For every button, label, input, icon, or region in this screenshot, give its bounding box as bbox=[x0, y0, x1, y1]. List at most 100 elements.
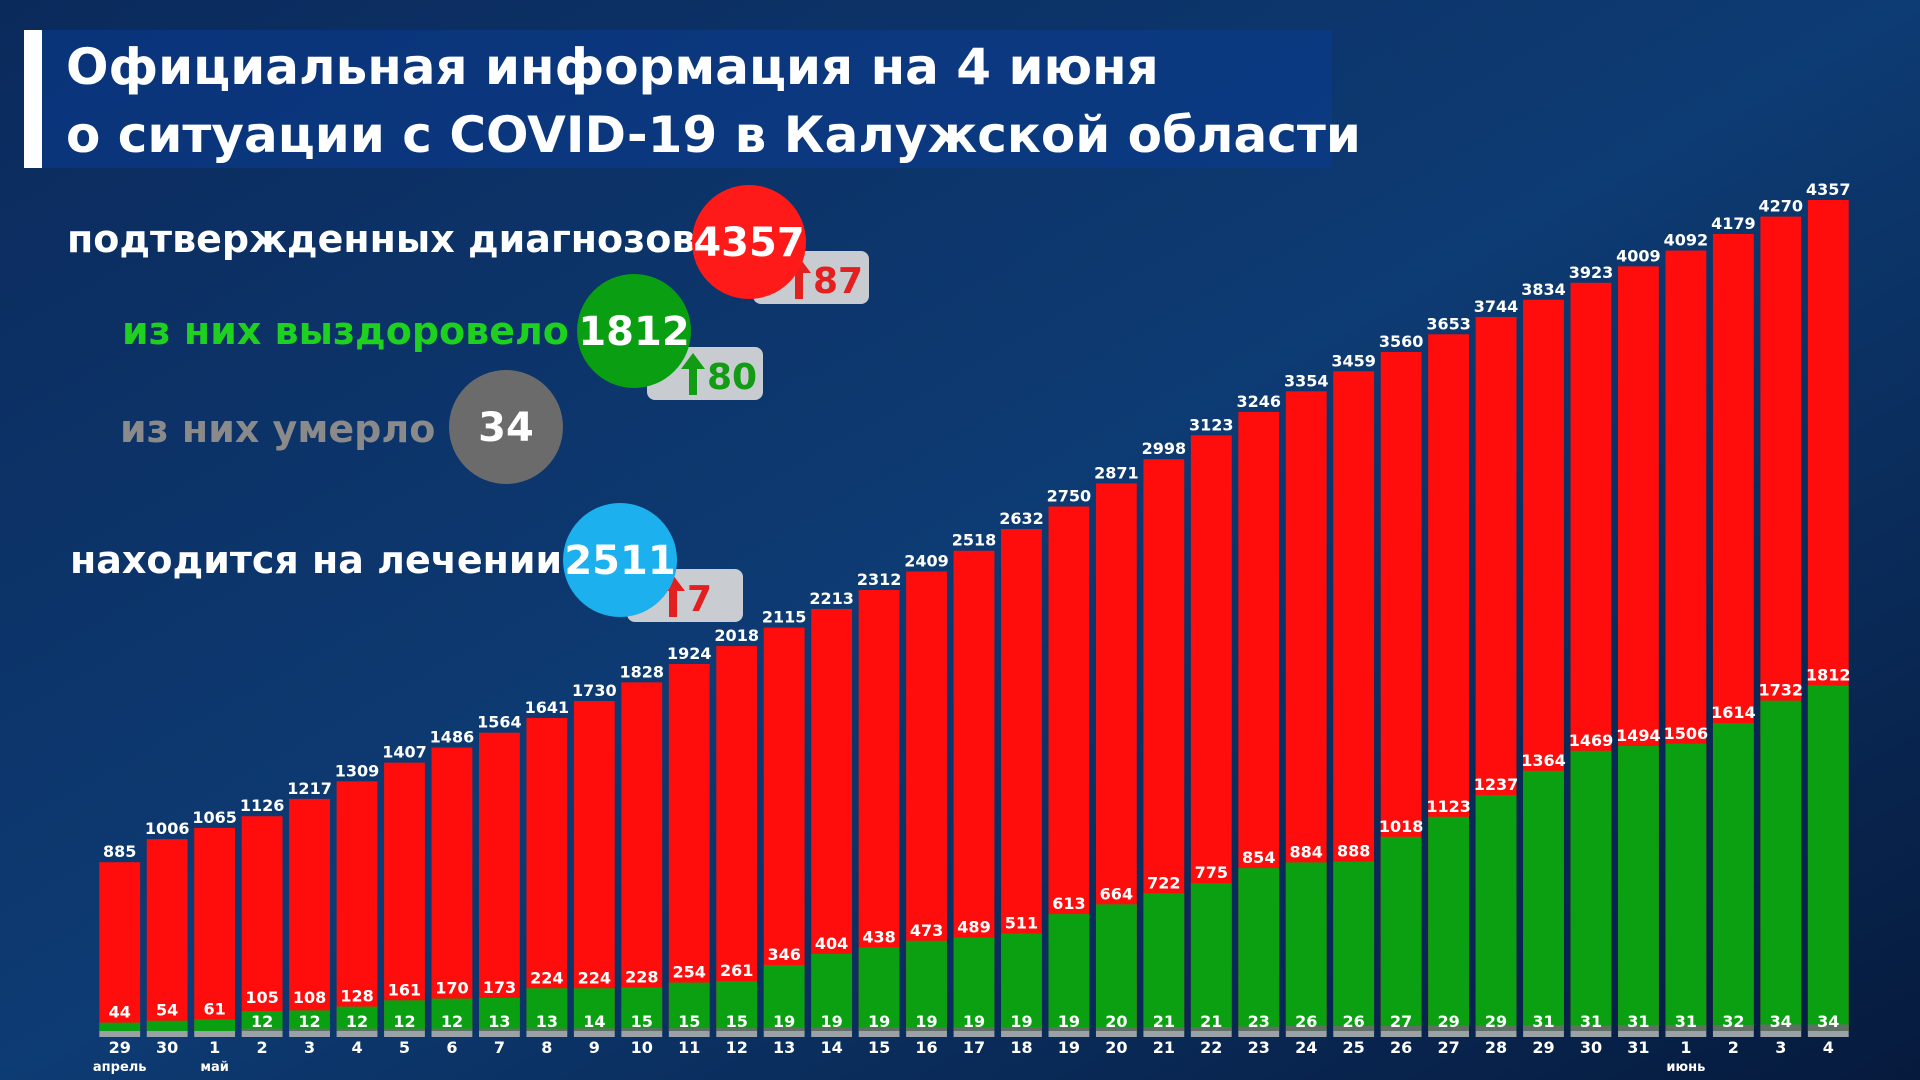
x-tick-label: 21 bbox=[1153, 1038, 1175, 1057]
axis-strip bbox=[336, 1031, 378, 1037]
value-label: 888 bbox=[1337, 842, 1370, 861]
value-label: 1407 bbox=[382, 743, 427, 762]
bar bbox=[1095, 1027, 1137, 1031]
bar bbox=[1665, 1025, 1707, 1031]
summary-label: из них умерло bbox=[120, 407, 435, 451]
bar bbox=[1190, 883, 1232, 1031]
bar bbox=[858, 1027, 900, 1031]
bar bbox=[1380, 836, 1422, 1031]
value-label: 13 bbox=[536, 1012, 558, 1031]
bar bbox=[1523, 1025, 1564, 1031]
x-tick-label: 30 bbox=[1580, 1038, 1602, 1057]
bar bbox=[573, 1028, 615, 1031]
value-circle bbox=[563, 503, 677, 617]
value-label: 1065 bbox=[192, 808, 237, 827]
value-label: 19 bbox=[868, 1012, 890, 1031]
change-value: 80 bbox=[707, 357, 757, 398]
value-label: 4270 bbox=[1759, 197, 1804, 216]
value-label: 32 bbox=[1722, 1012, 1744, 1031]
value-label: 1828 bbox=[620, 662, 665, 681]
bar bbox=[526, 718, 568, 1031]
value-label: 61 bbox=[204, 999, 226, 1018]
x-tick-label: 19 bbox=[1058, 1038, 1080, 1057]
value-label: 4009 bbox=[1616, 246, 1661, 265]
bar bbox=[146, 839, 188, 1031]
bar bbox=[1190, 1026, 1232, 1031]
value-label: 34 bbox=[1817, 1012, 1839, 1031]
value-label: 511 bbox=[1005, 914, 1038, 933]
value-label: 3923 bbox=[1569, 263, 1614, 282]
axis-strip bbox=[1475, 1031, 1517, 1037]
axis-strip bbox=[1190, 1031, 1232, 1037]
value-label: 19 bbox=[1058, 1012, 1080, 1031]
value-label: 2518 bbox=[952, 531, 997, 550]
bar bbox=[1475, 1025, 1517, 1031]
value-label: 1486 bbox=[430, 728, 475, 747]
value-label: 885 bbox=[103, 842, 136, 861]
bar bbox=[146, 1020, 188, 1031]
value-label: 224 bbox=[578, 968, 611, 987]
axis-strip bbox=[1238, 1031, 1280, 1037]
bar bbox=[1333, 861, 1375, 1031]
value-label: 1123 bbox=[1426, 797, 1471, 816]
axis-strip bbox=[1428, 1031, 1470, 1037]
value-label: 2871 bbox=[1094, 463, 1139, 482]
bar bbox=[1760, 700, 1802, 1031]
bar bbox=[811, 953, 853, 1031]
value-circle bbox=[577, 274, 691, 388]
value-label: 20 bbox=[1105, 1012, 1127, 1031]
value-label: 19 bbox=[820, 1012, 842, 1031]
bar bbox=[1665, 743, 1707, 1031]
value-label: 1018 bbox=[1379, 817, 1424, 836]
value-label: 2312 bbox=[857, 570, 902, 589]
x-tick-label: 6 bbox=[446, 1038, 457, 1057]
x-tick-label: 9 bbox=[589, 1038, 600, 1057]
value-label: 12 bbox=[298, 1012, 320, 1031]
axis-strip bbox=[1048, 1031, 1090, 1037]
value-label: 3354 bbox=[1284, 371, 1329, 390]
summary-value: 2511 bbox=[564, 538, 675, 584]
bar bbox=[289, 798, 330, 1031]
value-label: 14 bbox=[583, 1012, 605, 1031]
value-label: 173 bbox=[483, 978, 516, 997]
axis-strip bbox=[384, 1031, 425, 1037]
bar bbox=[1807, 685, 1849, 1031]
axis-strip bbox=[1807, 1031, 1849, 1037]
bar bbox=[431, 998, 473, 1031]
value-label: 613 bbox=[1052, 894, 1085, 913]
x-tick-label: 7 bbox=[494, 1038, 505, 1057]
value-label: 228 bbox=[625, 968, 658, 987]
x-tick-label: 14 bbox=[820, 1038, 842, 1057]
value-label: 3834 bbox=[1521, 280, 1566, 299]
value-label: 1469 bbox=[1569, 731, 1614, 750]
value-label: 2632 bbox=[999, 509, 1044, 528]
title-band bbox=[42, 30, 1332, 168]
value-label: 3459 bbox=[1331, 351, 1376, 370]
x-tick-label: 2 bbox=[257, 1038, 268, 1057]
bar bbox=[478, 732, 520, 1031]
value-label: 26 bbox=[1343, 1012, 1365, 1031]
month-label: май bbox=[200, 1060, 229, 1075]
axis-strip bbox=[289, 1031, 330, 1037]
axis-strip bbox=[621, 1031, 663, 1037]
x-tick-label: 25 bbox=[1343, 1038, 1365, 1057]
bar bbox=[241, 1028, 283, 1031]
bar bbox=[431, 747, 473, 1031]
value-label: 3560 bbox=[1379, 332, 1424, 351]
value-label: 438 bbox=[862, 927, 895, 946]
value-label: 775 bbox=[1195, 863, 1228, 882]
bar bbox=[526, 988, 568, 1031]
value-label: 54 bbox=[156, 1001, 178, 1020]
x-tick-label: 23 bbox=[1248, 1038, 1270, 1057]
bar bbox=[716, 646, 758, 1031]
bar bbox=[336, 1006, 378, 1031]
bar bbox=[1428, 816, 1470, 1031]
value-label: 1641 bbox=[525, 698, 570, 717]
summary-value: 4357 bbox=[693, 220, 804, 266]
bar bbox=[1807, 1024, 1849, 1031]
axis-strip bbox=[1001, 1031, 1042, 1037]
bar bbox=[1238, 1026, 1280, 1031]
bar bbox=[621, 682, 663, 1031]
value-label: 4179 bbox=[1711, 214, 1756, 233]
